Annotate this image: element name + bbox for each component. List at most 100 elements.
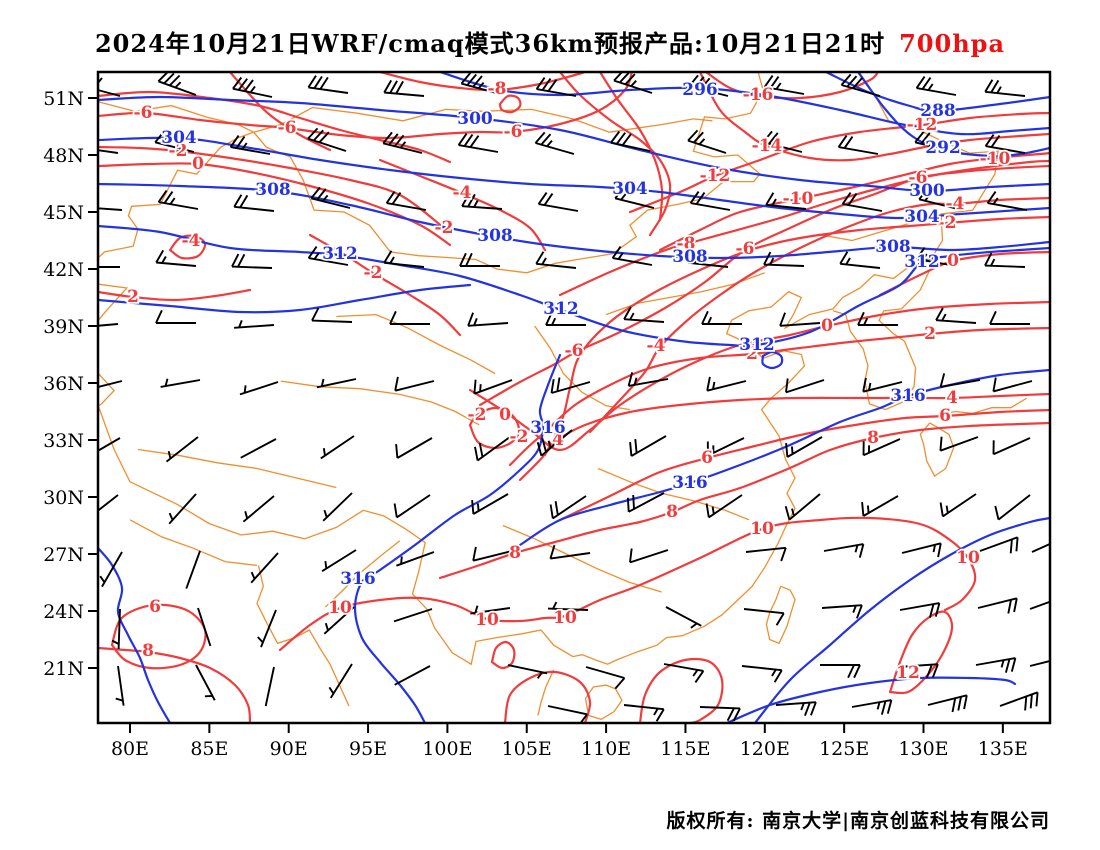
temperature-contour-12 [638, 657, 724, 723]
temperature-contour-label: 0 [192, 154, 204, 174]
height-contour-label: 308 [672, 247, 708, 267]
wind-barb [234, 320, 275, 329]
wind-barb [984, 252, 1026, 268]
wind-barb [927, 694, 968, 713]
nepal-india-border [129, 519, 258, 567]
wind-barb [897, 663, 939, 679]
wind-barb [549, 544, 591, 560]
wind-barb [157, 190, 199, 210]
wind-barb [250, 552, 279, 584]
height-contour-312 [761, 350, 784, 370]
wind-barb [545, 311, 586, 326]
temperature-contour-6 [558, 408, 1050, 522]
height-contour-316 [98, 283, 472, 314]
wind-barb [861, 495, 899, 517]
temperature-contour--4 [378, 158, 547, 252]
height-contour-label: 300 [457, 109, 493, 129]
wind-barb [899, 602, 941, 618]
wind-barb [389, 310, 430, 325]
wind-barb [385, 191, 427, 211]
height-contour-label: 316 [672, 473, 708, 493]
temperature-contour-label: 6 [149, 597, 161, 617]
wind-barb [701, 310, 742, 325]
temperature-contour--2 [308, 233, 462, 337]
temperature-contour-label: -16 [743, 85, 774, 105]
lat-tick-label: 39N [43, 316, 84, 338]
wind-barb [393, 494, 431, 519]
wind-barb [393, 608, 433, 623]
temperature-contour-label: -4 [647, 336, 666, 356]
province-gansu [336, 313, 496, 375]
wind-barb [915, 76, 957, 96]
wind-barb [382, 131, 423, 154]
wind-barb [614, 186, 655, 209]
province-southwest [502, 524, 662, 593]
kyushu-coast [919, 422, 955, 478]
height-contour-296 [438, 72, 1050, 136]
wind-barb [98, 380, 123, 388]
wind-barb [395, 437, 433, 459]
lat-tick-label: 42N [43, 259, 84, 281]
height-contour-layer [98, 72, 1050, 723]
wind-barb [975, 657, 1017, 673]
wind-barb [688, 74, 729, 97]
height-contour-label: 308 [255, 180, 291, 200]
temperature-contour-label: 0 [499, 405, 511, 425]
wind-barb [98, 207, 123, 211]
temperature-contour--4 [168, 234, 207, 260]
wind-barb [935, 307, 977, 324]
wind-barb [328, 663, 353, 699]
temperature-contour-layer [98, 72, 1050, 723]
wind-barb [307, 127, 347, 152]
lon-tick-label: 80E [111, 738, 149, 760]
wind-barb [979, 536, 1019, 554]
height-contour-label: 308 [477, 226, 513, 246]
wind-barb [706, 376, 747, 392]
copyright-footer: 版权所有: 南京大学|南京创蓝科技有限公司 [666, 810, 1050, 832]
temperature-contour-label: 6 [701, 448, 713, 468]
russia-mongolia-border [253, 106, 713, 133]
temperature-contour-label: -6 [736, 239, 755, 259]
height-contour-label: 304 [612, 179, 648, 199]
lon-tick-label: 95E [349, 738, 387, 760]
wind-barb [629, 435, 667, 457]
wind-barb [157, 72, 197, 96]
wind-barb [939, 373, 981, 388]
temperature-contour-8 [438, 421, 1050, 580]
temperature-contour-label: 8 [142, 641, 154, 661]
wind-barb [195, 664, 216, 701]
lon-tick-label: 115E [660, 738, 710, 760]
axis-layer: 51N 48N 45N 42N 39N 36N 33N 30N 27N 24N 21N 80E 85E 9… [43, 88, 1028, 760]
wind-barb [98, 77, 121, 97]
wind-barb [154, 130, 195, 153]
temperature-contour--8 [498, 94, 522, 114]
lon-tick-label: 90E [270, 738, 308, 760]
wind-barb [307, 246, 349, 266]
height-contour-label: 288 [920, 101, 956, 121]
wind-barb [99, 551, 123, 588]
wind-barb [383, 250, 425, 268]
temperature-contour-label: -6 [565, 341, 584, 361]
wind-barb [984, 134, 1026, 154]
wind-barb [461, 193, 503, 210]
wind-barb [507, 664, 548, 679]
temperature-contour-label: -4 [182, 231, 201, 251]
wind-barb [383, 79, 425, 97]
temperature-contour--12 [628, 111, 1050, 214]
lat-tick-label: 21N [43, 658, 84, 680]
temperature-contour-0 [98, 162, 452, 247]
wind-barb [165, 436, 199, 463]
wind-barb [687, 250, 729, 268]
lon-tick-label: 110E [581, 738, 631, 760]
wind-barb [665, 606, 702, 629]
lon-tick-label: 130E [898, 738, 948, 760]
title-text: 2024年10月21日WRF/cmaq模式36km预报产品:10月21日21时 [94, 29, 886, 58]
temperature-contour--2 [543, 215, 1050, 457]
height-contour-label: 292 [925, 138, 961, 158]
wind-barb [1031, 542, 1050, 553]
temperature-contour-label: 10 [328, 598, 352, 618]
wind-barb [939, 436, 979, 452]
wind-barb [472, 546, 513, 562]
lat-tick-label: 36N [43, 373, 84, 395]
